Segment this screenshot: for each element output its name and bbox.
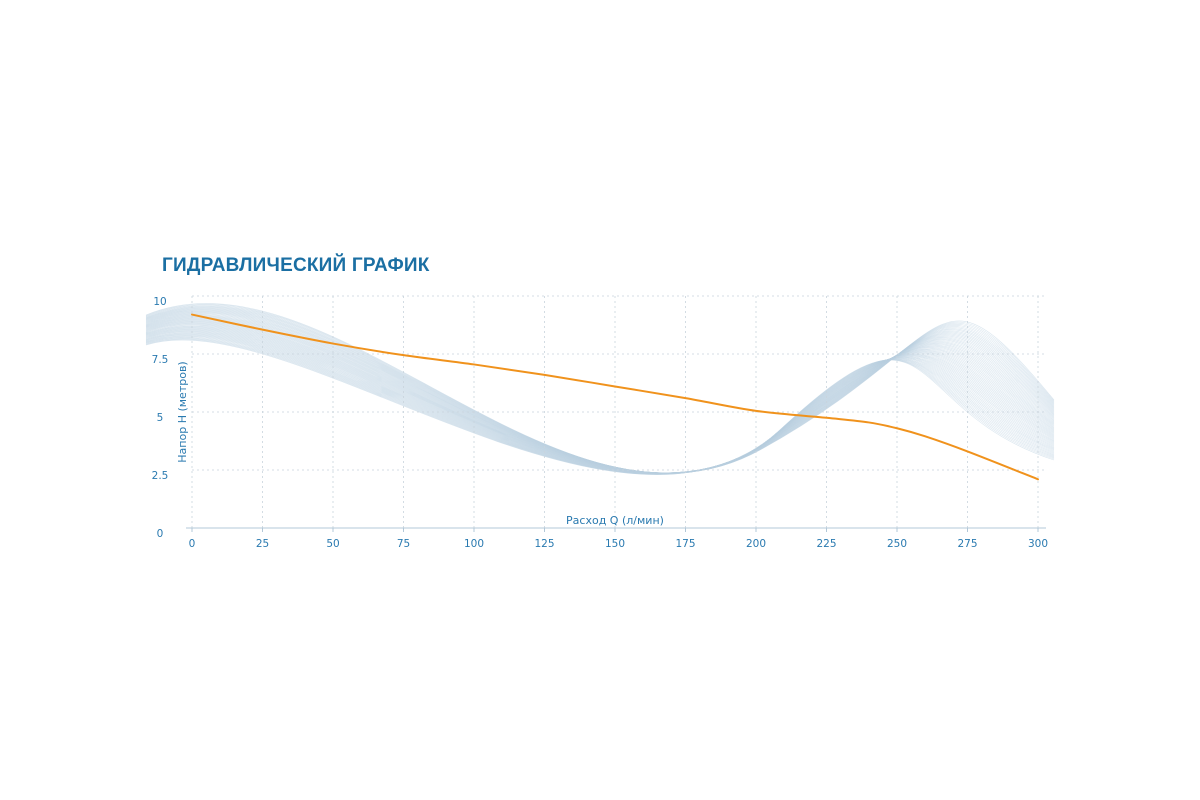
x-axis-label: Расход Q (л/мин) xyxy=(566,514,664,527)
decorative-wave-line xyxy=(145,303,1055,474)
x-tick-label: 275 xyxy=(957,538,977,550)
y-tick-label: 2.5 xyxy=(152,470,169,482)
y-axis-label: Напор H (метров) xyxy=(176,361,189,462)
x-tick-label: 225 xyxy=(816,538,836,550)
series-line xyxy=(191,313,1039,481)
chart-title: ГИДРАВЛИЧЕСКИЙ ГРАФИК xyxy=(162,255,430,276)
decorative-wave-line xyxy=(145,305,1055,474)
x-tick-label: 125 xyxy=(534,538,554,550)
x-tick-label: 75 xyxy=(397,538,410,550)
y-tick-labels: 0 2.5 5 7.5 10 xyxy=(152,296,169,540)
x-tick-label: 200 xyxy=(746,538,766,550)
decorative-wave-line xyxy=(145,310,1055,474)
y-tick-label: 5 xyxy=(157,412,164,424)
decorative-wave-line xyxy=(145,339,1055,475)
x-tick-label: 50 xyxy=(326,538,339,550)
x-tick-label: 300 xyxy=(1028,538,1048,550)
y-tick-label: 10 xyxy=(153,296,166,308)
series-group xyxy=(191,313,1039,481)
x-tick-label: 100 xyxy=(464,538,484,550)
y-tick-label: 0 xyxy=(157,528,164,540)
x-tick-labels: 0 25 50 75 100 125 150 175 200 225 250 275 300 xyxy=(189,528,1048,550)
x-tick-label: 25 xyxy=(256,538,269,550)
x-tick-label: 0 xyxy=(189,538,196,550)
x-tick-label: 250 xyxy=(887,538,907,550)
y-tick-label: 7.5 xyxy=(152,354,169,366)
x-tick-label: 175 xyxy=(675,538,695,550)
decorative-wave-background xyxy=(145,303,1055,475)
x-tick-label: 150 xyxy=(605,538,625,550)
